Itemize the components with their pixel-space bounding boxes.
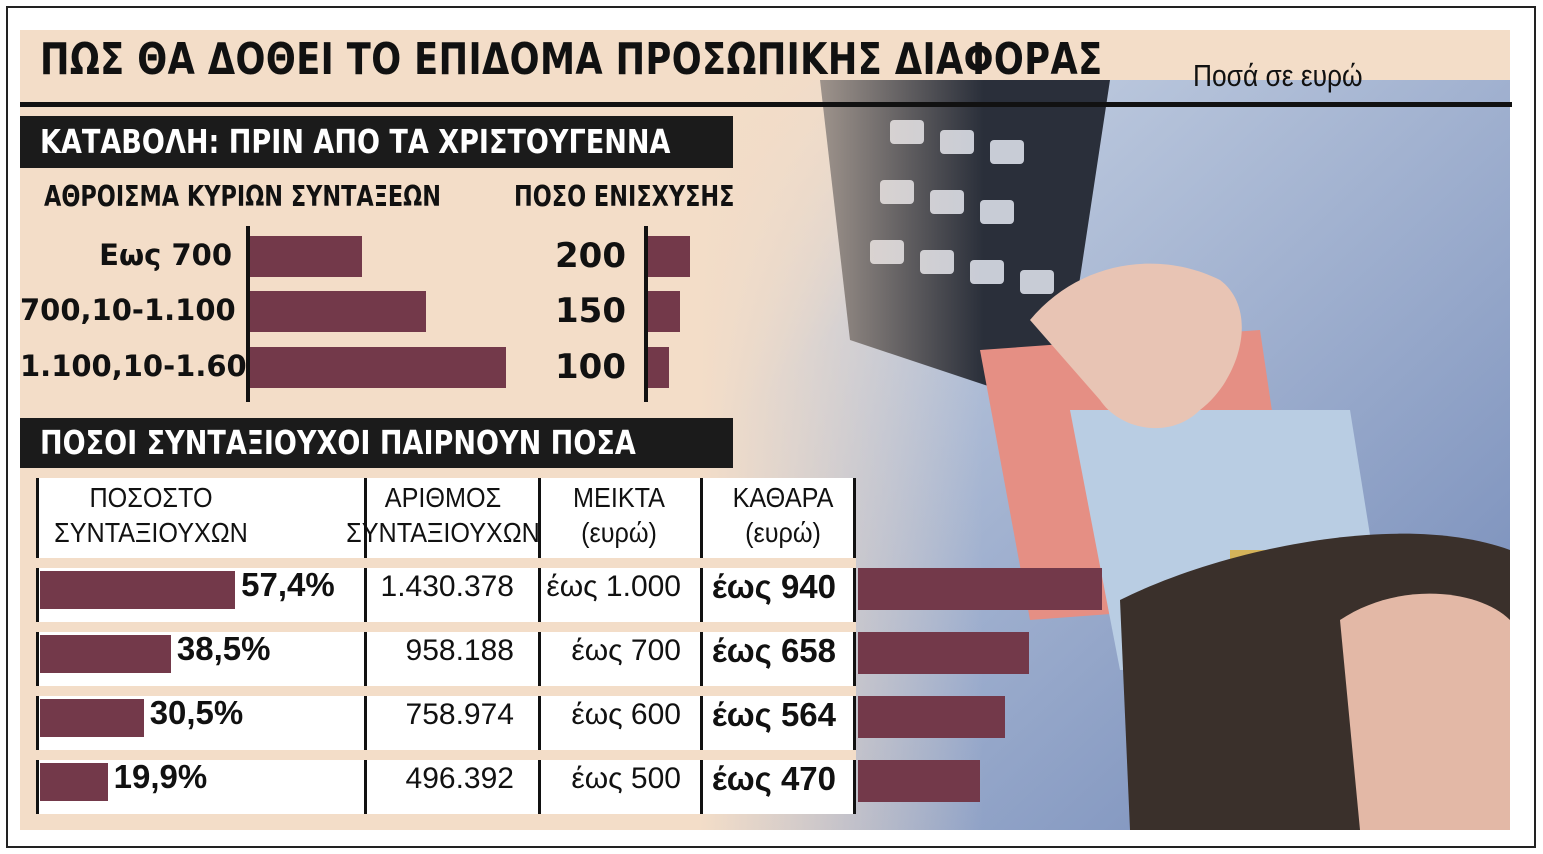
percent-bar — [40, 699, 144, 737]
support-bar — [648, 291, 680, 332]
row-separator — [36, 622, 856, 632]
percent-bar — [40, 571, 236, 609]
percent-bar — [40, 635, 171, 673]
section1-left-header: ΑΘΡΟΙΣΜΑ ΚΥΡΙΩΝ ΣΥΝΤΑΞΕΩΝ — [44, 180, 441, 213]
header-gross: ΜΕΙΚΤΑ (ευρώ) — [573, 482, 665, 548]
net-amount: έως 658 — [711, 632, 836, 669]
support-bar — [648, 236, 690, 277]
gross-amount: έως 700 — [571, 634, 681, 667]
gross-amount: έως 500 — [571, 762, 681, 795]
outer-frame — [6, 6, 1536, 848]
net-bar — [858, 632, 1030, 674]
section1-right-header: ΠΟΣΟ ΕΝΙΣΧΥΣΗΣ — [514, 180, 735, 213]
pensioner-count: 758.974 — [405, 698, 514, 731]
band-label: Εως 700 — [99, 238, 232, 272]
net-amount: έως 940 — [711, 568, 836, 605]
subtitle: Ποσά σε ευρώ — [1193, 58, 1363, 93]
net-bar — [858, 760, 981, 802]
pensioners-table: ΠΟΣΟΣΤΟ ΣΥΝΤΑΞΙΟΥΧΩΝ ΑΡΙΘΜΟΣ ΣΥΝΤΑΞΙΟΥΧΩΝ … — [36, 478, 856, 814]
row-separator — [36, 558, 856, 568]
table-left-border — [36, 478, 39, 814]
table-divider-1 — [364, 478, 367, 814]
percent-label: 19,9% — [113, 758, 208, 795]
support-bar — [648, 347, 669, 388]
band-label: 700,10-1.100 — [20, 293, 236, 327]
row-separator — [36, 750, 856, 760]
right-bar-axis — [644, 226, 648, 402]
pensioner-count: 958.188 — [405, 634, 514, 667]
header-percent: ΠΟΣΟΣΤΟ ΣΥΝΤΑΞΙΟΥΧΩΝ — [54, 482, 248, 548]
section2-heading: ΠΟΣΟΙ ΣΥΝΤΑΞΙΟΥΧΟΙ ΠΑΙΡΝΟΥΝ ΠΟΣΑ — [20, 418, 733, 468]
left-bar-axis — [246, 226, 250, 402]
percent-bar — [40, 763, 108, 801]
support-amount-label: 100 — [555, 347, 626, 387]
section1-heading: ΚΑΤΑΒΟΛΗ: ΠΡΙΝ ΑΠΟ ΤΑ ΧΡΙΣΤΟΥΓΕΝΝΑ — [20, 116, 733, 168]
net-bar — [858, 568, 1103, 610]
band-label: 1.100,10-1.600 — [20, 349, 267, 383]
pensioner-count: 496.392 — [405, 762, 514, 795]
header-count: ΑΡΙΘΜΟΣ ΣΥΝΤΑΞΙΟΥΧΩΝ — [346, 482, 540, 548]
percent-label: 38,5% — [176, 630, 271, 667]
net-amount: έως 564 — [711, 696, 836, 733]
table-divider-3 — [700, 478, 703, 814]
band-bar — [250, 347, 506, 388]
row-separator — [36, 686, 856, 696]
net-amount: έως 470 — [711, 760, 836, 797]
title-underline — [20, 102, 1512, 107]
pensioner-count: 1.430.378 — [380, 570, 514, 603]
support-amount-label: 200 — [555, 236, 626, 276]
table-divider-2 — [538, 478, 541, 814]
band-bar — [250, 236, 362, 277]
band-bar — [250, 291, 426, 332]
main-title: ΠΩΣ ΘΑ ΔΟΘΕΙ ΤΟ ΕΠΙΔΟΜΑ ΠΡΟΣΩΠΙΚΗΣ ΔΙΑΦΟ… — [40, 34, 1103, 85]
gross-amount: έως 1.000 — [546, 570, 681, 603]
net-bar — [858, 696, 1005, 738]
percent-label: 30,5% — [149, 694, 244, 731]
table-right-border — [853, 478, 856, 814]
support-amount-label: 150 — [555, 291, 626, 331]
percent-label: 57,4% — [241, 566, 335, 603]
header-net: ΚΑΘΑΡΑ (ευρώ) — [732, 482, 834, 548]
gross-amount: έως 600 — [571, 698, 681, 731]
